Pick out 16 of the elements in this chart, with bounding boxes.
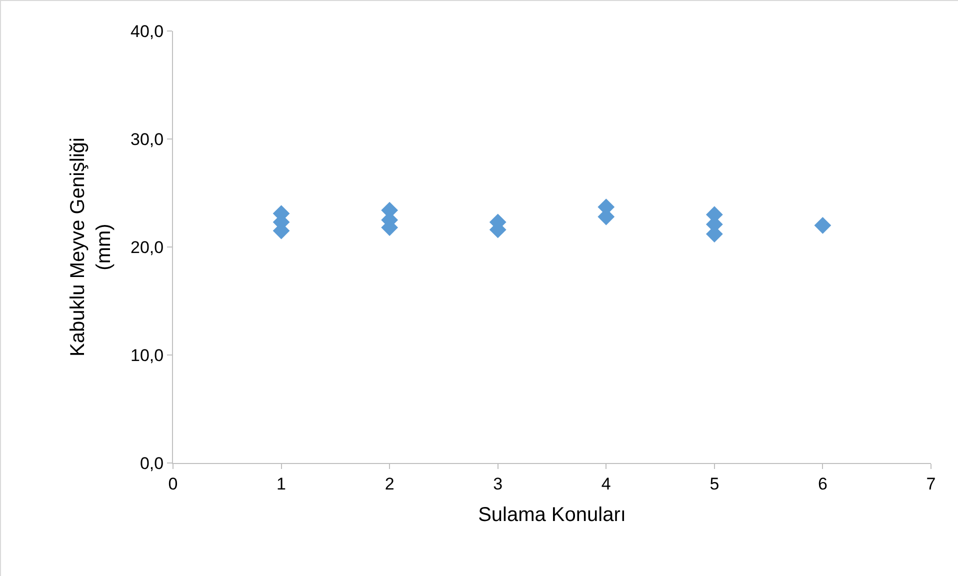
x-axis-title: Sulama Konuları: [478, 504, 626, 526]
x-tick-label: 0: [168, 474, 178, 494]
x-tick-label: 7: [926, 474, 936, 494]
y-tick-label: 20,0: [130, 238, 164, 257]
y-axis-title: Kabuklu Meyve Genişliği (mm): [67, 138, 116, 356]
point: [814, 216, 832, 234]
y-tick-label: 30,0: [130, 130, 164, 149]
x-tick-label: 3: [493, 474, 503, 494]
x-tick-label: 4: [601, 474, 611, 494]
x-tick-label: 1: [276, 474, 286, 494]
y-tick-label: 0,0: [140, 454, 164, 473]
y-tick-label: 10,0: [130, 346, 164, 365]
x-tick-label: 5: [710, 474, 720, 494]
x-tick-label: 6: [818, 474, 828, 494]
y-tick-label: 40,0: [130, 22, 164, 41]
x-tick-label: 2: [384, 474, 394, 494]
